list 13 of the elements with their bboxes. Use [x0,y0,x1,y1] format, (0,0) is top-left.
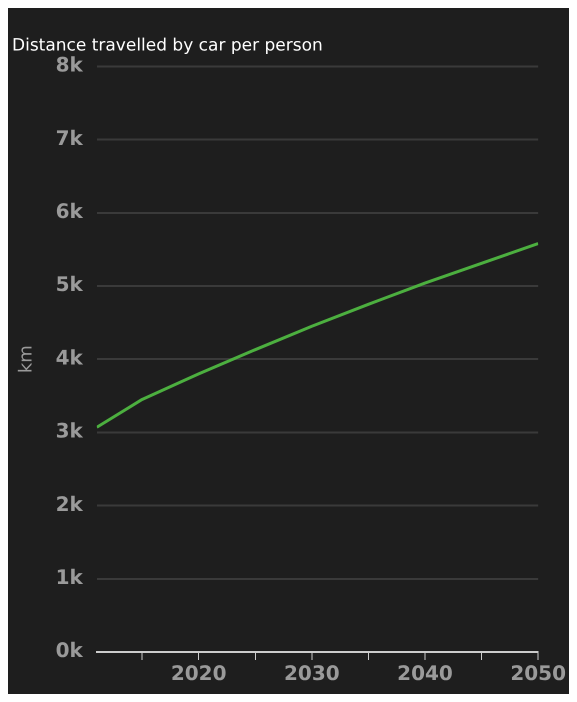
y-tick-label: 2k [56,492,84,516]
y-tick-label: 6k [56,199,84,224]
y-tick-label: 7k [56,126,84,150]
x-tick-label: 2020 [170,661,227,686]
y-tick-label: 4k [56,345,84,370]
y-tick-label: 0k [56,638,84,662]
y-tick-label: 1k [56,565,84,590]
x-tick-label: 2030 [284,661,340,686]
x-tick-label: 2050 [510,661,566,686]
y-axis-title: km [15,345,36,374]
x-tick-label: 2040 [397,661,453,686]
y-tick-label: 5k [56,272,84,296]
y-tick-label: 3k [56,418,84,443]
